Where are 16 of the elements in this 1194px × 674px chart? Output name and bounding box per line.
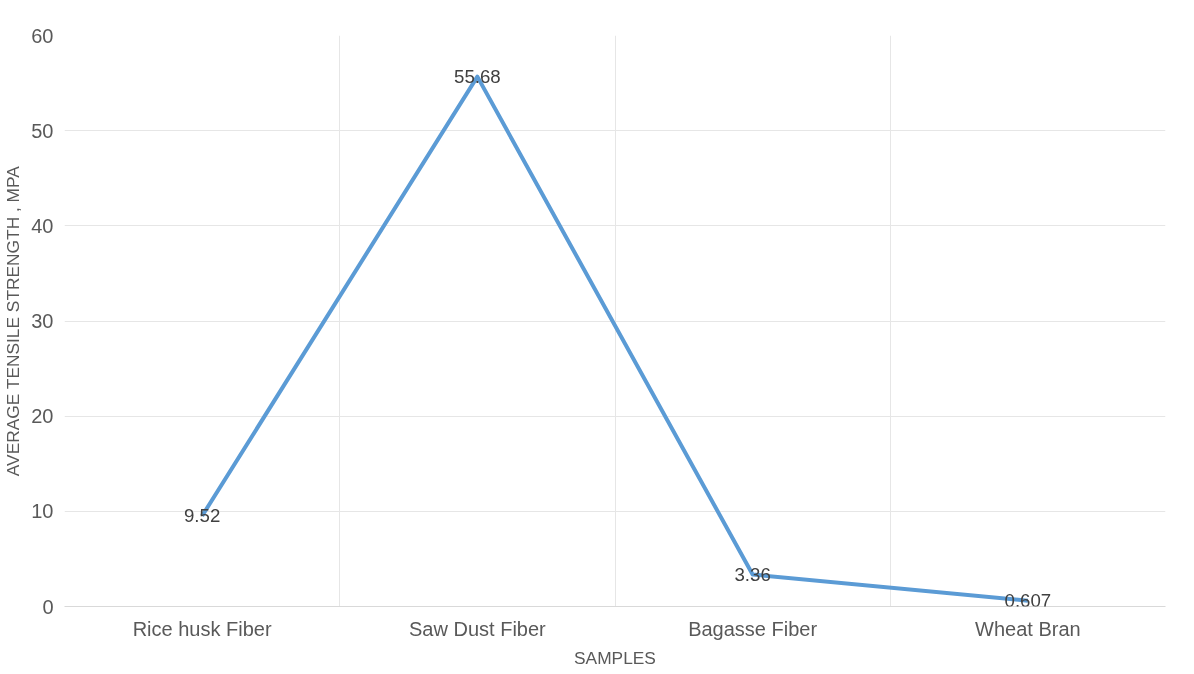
x-tick-label: Rice husk Fiber [132, 617, 272, 640]
x-tick-label: Saw Dust Fiber [409, 617, 547, 640]
y-tick-label: 10 [31, 500, 54, 523]
y-axis-title: AVERAGE TENSILE STRENGTH , MPA [3, 165, 24, 477]
data-label: 9.52 [183, 505, 221, 527]
y-tick-label: 30 [31, 310, 54, 332]
x-tick-label: Bagasse Fiber [688, 617, 818, 640]
y-tick-label: 50 [31, 119, 54, 142]
x-axis-title: SAMPLES [574, 647, 656, 668]
y-tick-label: 0 [42, 595, 54, 618]
x-tick-label: Wheat Bran [975, 617, 1081, 640]
y-tick-label: 60 [31, 24, 54, 47]
y-tick-label: 40 [31, 214, 54, 237]
data-label: 0.607 [1004, 590, 1052, 612]
data-label: 55.68 [454, 66, 501, 88]
y-tick-label: 20 [31, 405, 54, 428]
